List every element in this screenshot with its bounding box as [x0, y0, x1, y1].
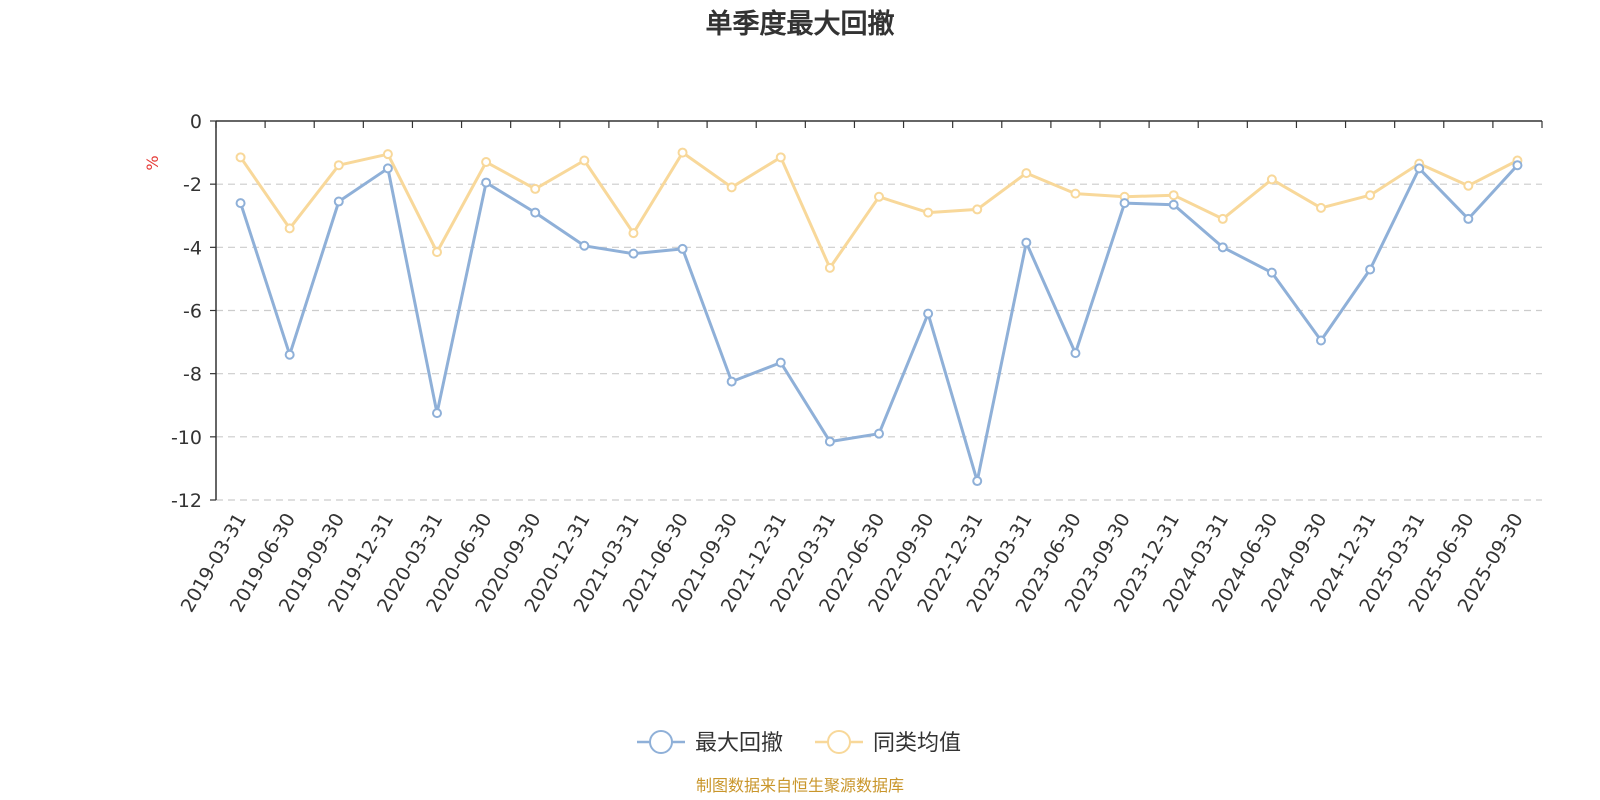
grid-lines [216, 183, 1542, 501]
y-tick-label: -10 [171, 427, 202, 449]
legend-marker [827, 730, 851, 754]
x-axis-ticks: 2019-03-312019-06-302019-09-302019-12-31… [177, 121, 1543, 616]
data-point-0[interactable] [1512, 160, 1523, 171]
data-point-1[interactable] [432, 247, 442, 258]
legend-item-0[interactable]: 最大回撤 [637, 730, 783, 756]
data-point-1[interactable] [677, 147, 688, 158]
data-point-0[interactable] [628, 248, 639, 259]
data-point-0[interactable] [677, 243, 688, 254]
y-tick-label: -2 [183, 174, 202, 196]
chart-title: 单季度最大回撤 [706, 8, 895, 40]
legend-label: 同类均值 [873, 731, 961, 756]
data-point-0[interactable] [1463, 213, 1474, 224]
data-point-1[interactable] [1168, 190, 1179, 201]
data-source-note: 制图数据来自恒生聚源数据库 [696, 776, 904, 795]
series-lines [235, 147, 1523, 487]
y-axis-ticks: 0 -2 -4 -6 -8 -10 -12 [171, 111, 216, 512]
data-point-0[interactable] [432, 408, 442, 419]
data-point-0[interactable] [726, 376, 737, 387]
data-point-1[interactable] [1021, 168, 1032, 179]
data-point-0[interactable] [284, 349, 295, 360]
data-point-1[interactable] [923, 207, 934, 218]
data-point-1[interactable] [382, 149, 393, 160]
series-line-1 [239, 151, 1519, 270]
data-point-0[interactable] [1021, 237, 1032, 248]
data-point-0[interactable] [1414, 163, 1425, 174]
y-tick-label: -6 [183, 301, 202, 323]
data-point-1[interactable] [1463, 180, 1474, 191]
data-point-0[interactable] [1266, 267, 1277, 278]
y-tick-label: 0 [190, 111, 202, 133]
data-point-1[interactable] [579, 155, 590, 166]
y-axis-unit: % [143, 155, 162, 170]
data-point-0[interactable] [972, 476, 983, 487]
data-point-1[interactable] [775, 152, 786, 163]
data-point-0[interactable] [235, 198, 246, 209]
y-tick-label: -4 [183, 237, 202, 259]
data-point-0[interactable] [382, 163, 393, 174]
data-point-0[interactable] [1316, 335, 1326, 346]
data-point-1[interactable] [481, 157, 492, 168]
legend-marker [649, 730, 673, 754]
data-point-0[interactable] [579, 240, 590, 251]
data-point-1[interactable] [824, 262, 835, 273]
data-point-1[interactable] [1365, 190, 1376, 201]
data-point-0[interactable] [333, 196, 344, 207]
data-point-0[interactable] [1168, 199, 1179, 210]
legend-label: 最大回撤 [695, 731, 783, 756]
data-point-1[interactable] [1316, 202, 1326, 213]
data-point-1[interactable] [874, 191, 884, 202]
data-point-1[interactable] [1070, 188, 1081, 199]
data-point-0[interactable] [1070, 348, 1081, 359]
data-point-0[interactable] [775, 357, 786, 368]
data-point-1[interactable] [235, 152, 246, 163]
y-tick-label: -8 [183, 364, 202, 386]
legend-item-1[interactable]: 同类均值 [815, 730, 961, 756]
data-point-0[interactable] [1217, 242, 1228, 253]
data-point-0[interactable] [923, 308, 934, 319]
data-point-0[interactable] [481, 177, 492, 188]
data-point-1[interactable] [1266, 174, 1277, 185]
data-point-1[interactable] [284, 223, 295, 234]
legend[interactable]: 最大回撤 同类均值 [637, 730, 961, 756]
data-point-1[interactable] [726, 182, 737, 193]
data-point-1[interactable] [333, 160, 344, 171]
data-point-1[interactable] [1217, 213, 1228, 224]
data-point-0[interactable] [874, 428, 884, 439]
data-point-0[interactable] [1119, 198, 1130, 209]
data-point-1[interactable] [628, 228, 639, 239]
data-point-1[interactable] [972, 204, 983, 215]
data-point-1[interactable] [530, 183, 541, 194]
data-point-0[interactable] [824, 436, 835, 447]
data-point-0[interactable] [1365, 264, 1376, 275]
y-tick-label: -12 [171, 490, 202, 512]
data-point-0[interactable] [530, 207, 541, 218]
